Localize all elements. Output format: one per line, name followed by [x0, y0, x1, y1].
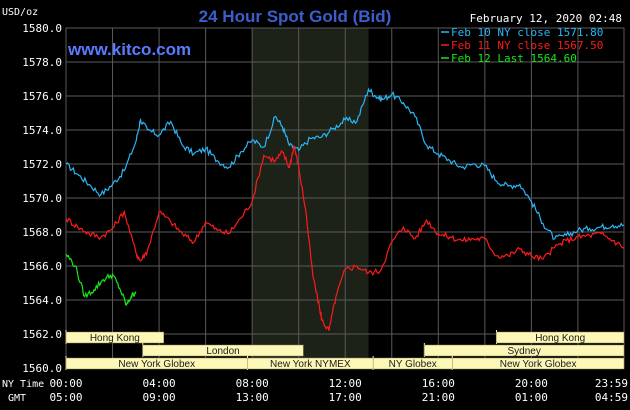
x-tick-label-gmt: 05:00 — [49, 391, 82, 404]
y-tick-label: 1560.0 — [22, 362, 62, 375]
x-tick-label-gmt: 17:00 — [329, 391, 362, 404]
x-tick-label-ny: 00:00 — [49, 377, 82, 390]
session-label: NY Globex — [389, 359, 437, 370]
session-label: New York Globex — [118, 359, 195, 370]
y-tick-label: 1572.0 — [22, 158, 62, 171]
y-tick-label: 1570.0 — [22, 192, 62, 205]
grid-lines — [65, 27, 625, 369]
brand-url: www.kitco.com — [67, 40, 191, 59]
y-axis-label: USD/oz — [2, 7, 38, 18]
date-label: February 12, 2020 02:48 — [470, 12, 622, 25]
session-label: Hong Kong — [535, 333, 585, 344]
x-tick-label-gmt: 04:59 — [595, 391, 628, 404]
y-tick-labels: 1580.0 1578.0 1576.0 1574.0 1572.0 1570.0 1568… — [22, 22, 62, 375]
x-tick-label-gmt: 09:00 — [143, 391, 176, 404]
x-tick-label-ny: 04:00 — [143, 377, 176, 390]
session-label: New York NYMEX — [270, 359, 351, 370]
y-tick-label: 1568.0 — [22, 226, 62, 239]
x-tick-label-ny: 08:00 — [236, 377, 269, 390]
y-tick-label: 1566.0 — [22, 260, 62, 273]
x-tick-label-gmt: 21:00 — [422, 391, 455, 404]
gmt-label: GMT — [8, 393, 26, 404]
y-tick-label: 1562.0 — [22, 328, 62, 341]
session-bar — [452, 357, 625, 370]
x-tick-label-ny: 23:59 — [595, 377, 628, 390]
legend-entry: Feb 11 NY close 1567.50 — [451, 39, 603, 52]
x-tick-label-gmt: 13:00 — [236, 391, 269, 404]
y-tick-label: 1574.0 — [22, 124, 62, 137]
legend-entry: Feb 12 Last 1564.60 — [451, 52, 577, 65]
session-label: Sydney — [507, 346, 540, 357]
session-label: London — [206, 346, 239, 357]
y-tick-label: 1564.0 — [22, 294, 62, 307]
session-bar — [424, 344, 625, 357]
x-tick-label-ny: 20:00 — [515, 377, 548, 390]
x-tick-label-gmt: 01:00 — [515, 391, 548, 404]
session-bar — [496, 331, 625, 344]
series-lines — [65, 87, 625, 331]
chart-title: 24 Hour Spot Gold (Bid) — [199, 7, 392, 26]
x-tick-label-ny: 12:00 — [329, 377, 362, 390]
series-line-1 — [65, 87, 625, 240]
x-tick-label-ny: 16:00 — [422, 377, 455, 390]
ny-time-label: NY Time — [2, 379, 44, 390]
y-tick-label: 1578.0 — [22, 56, 62, 69]
legend-entry: Feb 10 NY close 1571.80 — [451, 26, 603, 39]
market-sessions: Hong Kong Hong Kong London Sydney New York G… — [65, 330, 625, 370]
session-bar — [142, 344, 304, 357]
y-tick-label: 1576.0 — [22, 90, 62, 103]
session-label: Hong Kong — [90, 333, 140, 344]
session-label: New York Globex — [500, 359, 577, 370]
series-line-2 — [65, 145, 625, 331]
session-bar — [65, 331, 164, 344]
y-tick-label: 1580.0 — [22, 22, 62, 35]
series-line-3 — [65, 253, 137, 307]
